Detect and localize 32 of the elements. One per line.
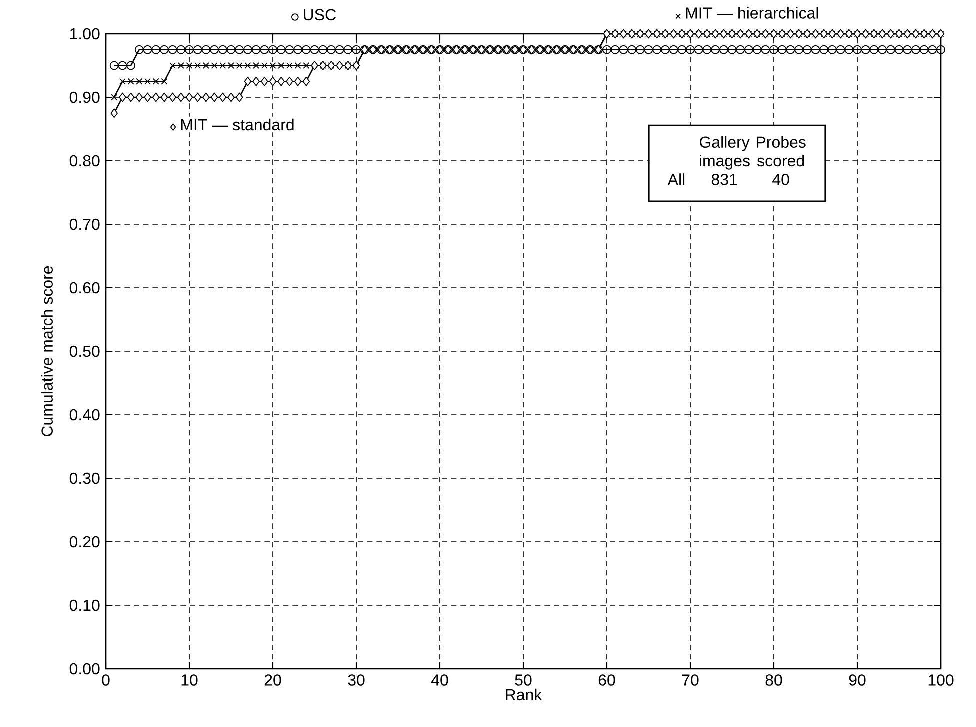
x-tick-label: 30 [348,674,365,686]
x-tick-label: 70 [682,674,699,686]
x-tick-label: 40 [431,674,448,686]
y-tick-label: 1.00 [70,28,100,40]
y-tick-label: 0.10 [70,600,100,612]
y-axis-title: Cumulative match score [41,266,53,436]
x-axis-title: Rank [506,688,542,701]
x-tick-label: 60 [598,674,616,686]
y-tick-label: 0.40 [70,409,100,421]
legend-label: MIT — hierarchical [686,7,818,19]
annotation: 831 [712,174,738,186]
y-tick-label: 0.30 [70,472,100,484]
y-tick-label: 0.50 [70,346,100,358]
y-tick-label: 0.20 [70,536,100,548]
x-tick-label: 90 [849,674,866,686]
y-tick-label: 0.00 [70,663,100,675]
annotation: Gallery images [700,136,750,170]
y-tick-label: 0.60 [70,282,100,294]
y-tick-label: 0.70 [70,218,100,230]
x-tick-label: 50 [515,674,532,686]
x-tick-label: 0 [102,674,110,686]
x-tick-label: 20 [264,674,282,686]
x-tick-label: 10 [182,674,198,686]
x-tick-label: 80 [766,674,782,686]
x-tick-label: 100 [928,674,954,686]
y-tick-label: 0.80 [70,155,100,167]
annotation: 40 [772,174,790,186]
y-tick-label: 0.90 [70,92,100,104]
annotation: Probes scored [757,136,806,167]
legend-label: MIT — standard [181,118,294,131]
annotation: All [668,174,685,186]
legend-label: USC [304,9,336,21]
